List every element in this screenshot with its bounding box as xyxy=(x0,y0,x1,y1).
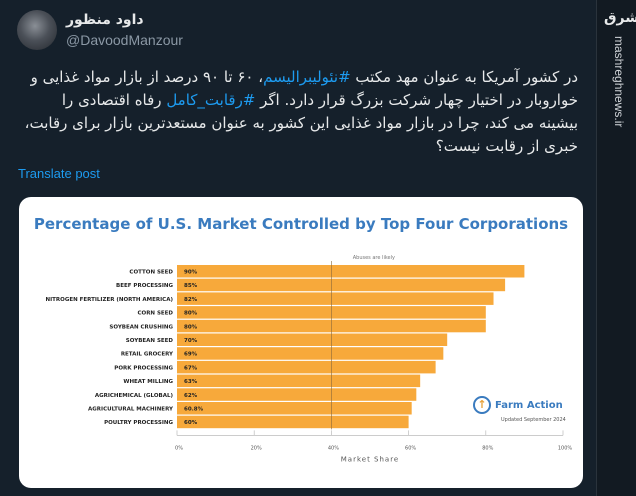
x-tick-label: 20% xyxy=(251,445,262,451)
bar xyxy=(177,278,506,292)
category-label: WHEAT MILLING xyxy=(123,379,173,385)
data-label: 69% xyxy=(184,352,198,358)
category-label: PORK PROCESSING xyxy=(114,365,173,371)
post-text: در کشور آمریکا به عنوان مهد مکتب #نئولیب… xyxy=(18,66,578,158)
chart-title: Percentage of U.S. Market Controlled by … xyxy=(33,215,569,233)
avatar[interactable] xyxy=(17,10,57,50)
text-segment: رفاه اقتصادی را بیشینه می کند، چرا در با… xyxy=(24,91,578,155)
watermark-strip xyxy=(596,0,636,496)
x-tick-label: 100% xyxy=(558,445,573,451)
x-tick-label: 40% xyxy=(328,445,339,451)
data-label: 90% xyxy=(184,270,198,276)
category-label: AGRICHEMICAL (GLOBAL) xyxy=(95,393,174,399)
bar xyxy=(177,292,494,305)
category-label: SOYBEAN CRUSHING xyxy=(109,324,173,330)
bar xyxy=(177,388,417,401)
category-label: CORN SEED xyxy=(137,311,173,317)
chart-image[interactable]: Percentage of U.S. Market Controlled by … xyxy=(19,197,583,488)
x-tick-label: 0% xyxy=(175,445,183,451)
translate-post-link[interactable]: Translate post xyxy=(18,166,100,181)
arrow-up-icon: ↑ xyxy=(473,396,491,414)
bar xyxy=(177,360,436,374)
data-label: 62% xyxy=(184,393,198,399)
bar xyxy=(177,415,409,429)
category-label: NITROGEN FERTILIZER (NORTH AMERICA) xyxy=(46,297,174,303)
category-label: SOYBEAN SEED xyxy=(126,338,174,344)
bar-chart: COTTON SEED 90% BEEF PROCESSING 85% NITROGEN… xyxy=(46,255,573,463)
annotation: Abuses are likely xyxy=(353,255,395,261)
farm-action-logo: ↑ Farm Action xyxy=(473,396,563,414)
bar xyxy=(177,374,421,388)
data-label: 70% xyxy=(184,338,198,344)
x-axis-label: Market Share xyxy=(341,455,400,463)
data-label: 60% xyxy=(184,420,198,426)
category-label: AGRICULTURAL MACHINERY xyxy=(88,407,174,413)
bar xyxy=(177,333,448,346)
bar xyxy=(177,265,525,278)
category-label: RETAIL GROCERY xyxy=(121,352,174,358)
data-label: 67% xyxy=(184,365,198,371)
author-handle[interactable]: @DavoodManzour xyxy=(66,32,183,48)
watermark-site: mashreghnews.ir xyxy=(612,36,626,128)
x-tick-label: 80% xyxy=(482,445,493,451)
source-updated: Updated September 2024 xyxy=(501,417,566,423)
category-label: BEEF PROCESSING xyxy=(116,283,173,289)
watermark-logo: مشرق xyxy=(604,10,636,26)
bar xyxy=(177,402,412,415)
source-name: Farm Action xyxy=(495,399,563,411)
data-label: 60.8% xyxy=(184,407,204,413)
data-label: 63% xyxy=(184,379,198,385)
hashtag-link[interactable]: #نئولیبرالیسم xyxy=(263,68,351,86)
text-segment: ، ۶۰ تا ۹۰ درصد از بازار مواد غذایی و خو… xyxy=(30,68,578,109)
text-segment: در کشور آمریکا به عنوان مهد مکتب xyxy=(350,68,578,86)
category-label: COTTON SEED xyxy=(129,270,173,276)
data-label: 80% xyxy=(184,324,198,330)
author-name[interactable]: داود منظور xyxy=(66,12,144,28)
data-label: 85% xyxy=(184,283,198,289)
data-label: 80% xyxy=(184,311,198,317)
bar xyxy=(177,347,444,360)
x-tick-label: 60% xyxy=(405,445,416,451)
hashtag-link[interactable]: #رقابت_کامل xyxy=(166,91,256,109)
data-label: 82% xyxy=(184,297,198,303)
category-label: POULTRY PROCESSING xyxy=(104,420,173,426)
